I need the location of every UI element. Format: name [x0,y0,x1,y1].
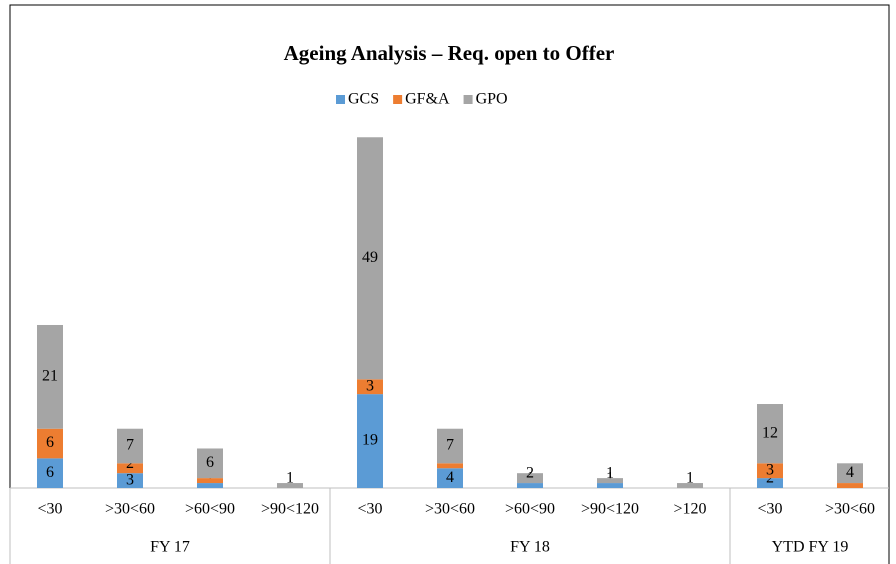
bar-segment [437,463,463,469]
bar-segment [117,463,143,474]
data-label: 3 [366,377,374,394]
group-label: FY 17 [150,539,190,556]
x-tick-label: >90<120 [581,501,639,518]
data-label: 4 [446,469,454,486]
bar-segment [517,473,543,484]
bar-segment [437,428,463,464]
data-label: 3 [766,461,774,478]
group-label: YTD FY 19 [772,539,849,556]
data-label: 4 [846,464,854,481]
data-label: 6 [46,434,54,451]
data-label: 19 [362,432,378,449]
legend-label: GPO [476,91,508,108]
bar-segment [197,478,223,484]
bar-segment [517,483,543,488]
bar-segment [277,483,303,488]
x-tick-label: >60<90 [185,501,235,518]
x-tick-label: >90<120 [261,501,319,518]
bar-segment [757,463,783,479]
x-tick-label: >30<60 [425,501,475,518]
bar-segment [837,483,863,488]
x-tick-label: >30<60 [105,501,155,518]
legend-label: GF&A [405,91,450,108]
bar-segment [597,478,623,484]
bar-segment [437,468,463,488]
data-label: 3 [126,471,134,488]
data-label: 6 [206,454,214,471]
data-label: 1 [686,470,694,487]
legend-swatch [336,95,345,104]
data-label: 2 [526,465,534,482]
data-label: 49 [362,249,378,266]
bar-segment [117,428,143,464]
legend: GCS GF&A GPO [336,91,508,108]
bar-segment [357,379,383,395]
bar-segment [117,473,143,488]
x-tick-label: <30 [357,501,382,518]
x-tick-label: <30 [37,501,62,518]
bar-segment [357,394,383,488]
bar-segment [37,458,63,488]
data-label: 7 [446,437,454,454]
bar-segment [757,404,783,464]
group-label: FY 18 [510,539,550,556]
chart-title: Ageing Analysis – Req. open to Offer [284,41,615,65]
bar-segment [597,483,623,488]
x-tick-label: >60<90 [505,501,555,518]
data-label: 7 [126,437,134,454]
legend-swatch [463,95,473,104]
bar-segment [837,463,863,484]
data-label: 1 [286,470,294,487]
legend-swatch [393,95,403,104]
bar-segment [357,137,383,380]
legend-label: GCS [348,91,379,108]
data-label: 2 [766,470,774,487]
data-label: 1 [606,465,614,482]
x-tick-label: >120 [673,501,706,518]
bar-segment [197,448,223,479]
bar-segment [37,324,63,429]
data-label: 21 [42,368,58,385]
x-tick-label: >30<60 [825,501,875,518]
bar-segment [757,478,783,488]
data-label: 6 [46,464,54,481]
data-label: 2 [126,455,134,472]
bar-segment [677,483,703,488]
data-label: 12 [762,424,778,441]
x-tick-label: <30 [757,501,782,518]
bar-segment [37,428,63,459]
bar-segment [197,483,223,488]
